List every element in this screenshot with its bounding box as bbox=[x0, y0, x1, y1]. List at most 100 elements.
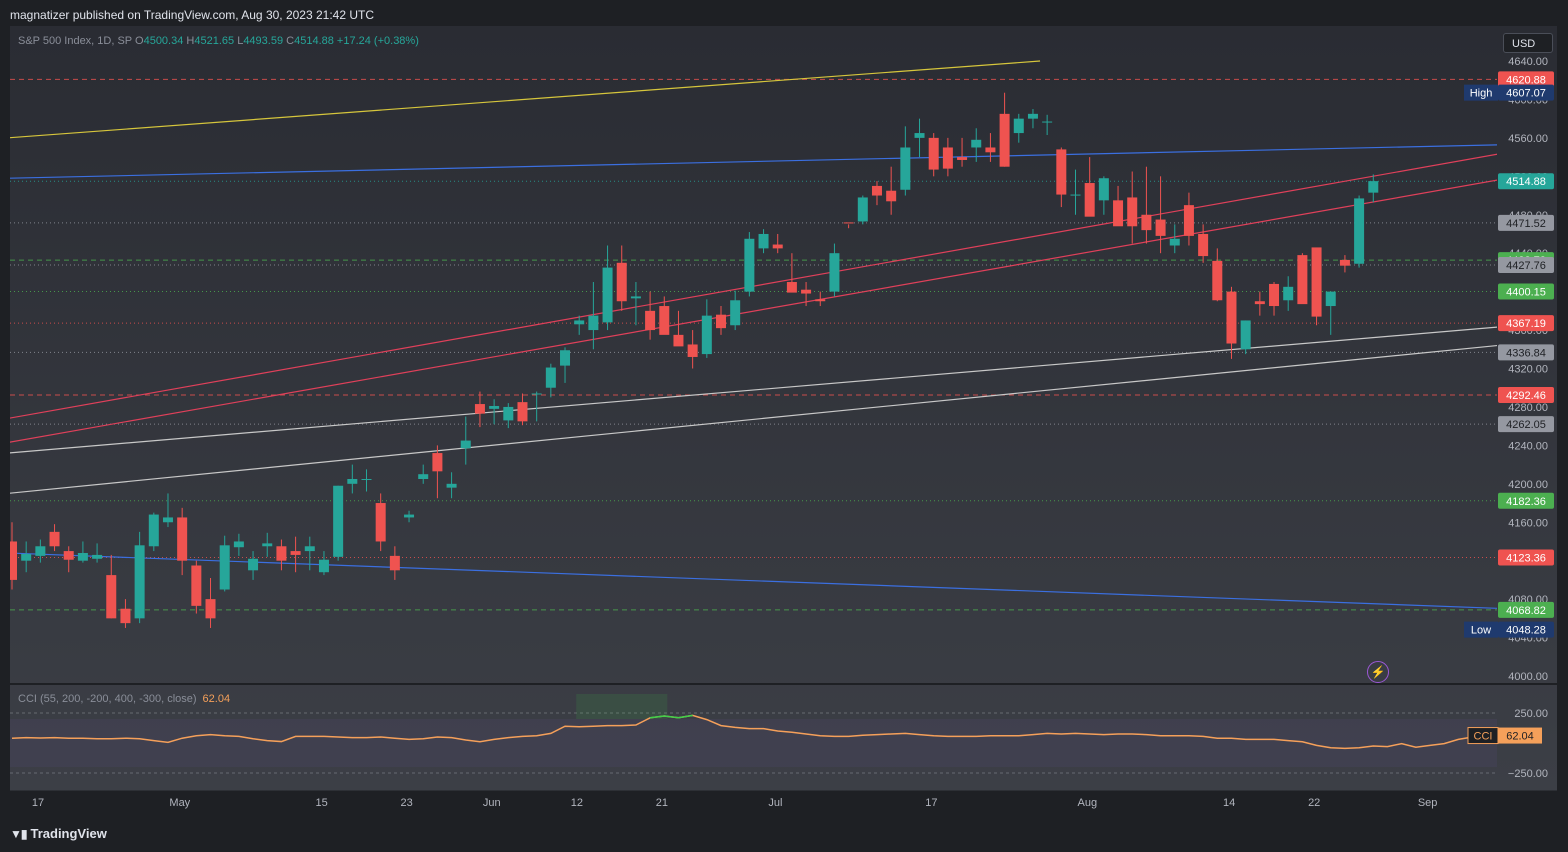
x-tick-label: May bbox=[169, 797, 190, 809]
candle bbox=[1297, 253, 1308, 305]
change-value: +17.24 (+0.38%) bbox=[336, 35, 419, 47]
candle-body bbox=[744, 238, 755, 292]
trend-line-yellow[interactable] bbox=[8, 60, 1041, 139]
candle-body bbox=[1339, 259, 1350, 266]
trend-line-blue-upper[interactable] bbox=[8, 144, 1508, 179]
trend-line-red-lower[interactable] bbox=[8, 178, 1508, 443]
trend-line-red-upper[interactable] bbox=[8, 152, 1508, 419]
open-key: O bbox=[135, 35, 144, 47]
x-tick-label: 17 bbox=[32, 797, 44, 809]
candle bbox=[1269, 282, 1280, 316]
price-chart[interactable]: 4000.004040.004080.004120.004160.004200.… bbox=[0, 0, 1568, 818]
candle bbox=[262, 532, 273, 557]
price-tag-label: 4471.52 bbox=[1506, 218, 1546, 230]
candle-body bbox=[432, 453, 443, 472]
cci-overbought-zone bbox=[576, 694, 668, 719]
price-tag-label: 4292.46 bbox=[1506, 390, 1546, 402]
candle-body bbox=[673, 334, 684, 347]
candle-body bbox=[1141, 214, 1152, 231]
candle-body bbox=[219, 545, 230, 590]
candle-body bbox=[474, 404, 485, 414]
candle-body bbox=[1042, 121, 1053, 123]
candle-body bbox=[318, 559, 329, 573]
candle-body bbox=[843, 222, 854, 224]
candle bbox=[730, 290, 741, 331]
candle bbox=[162, 493, 173, 528]
price-level-tag: 4182.36 bbox=[1498, 492, 1554, 509]
ohlc-legend: S&P 500 Index, 1D, SP O4500.34 H4521.65 … bbox=[18, 35, 419, 47]
flash-icon[interactable]: ⚡ bbox=[1367, 661, 1389, 683]
candle bbox=[333, 485, 344, 561]
y-tick-label: 4280.00 bbox=[1508, 402, 1548, 414]
x-tick-label: 21 bbox=[656, 797, 668, 809]
candle-body bbox=[375, 503, 386, 542]
cci-value-tag: CCI 62.04 bbox=[1467, 727, 1542, 745]
price-tag-bg bbox=[1498, 344, 1554, 361]
candle bbox=[219, 535, 230, 592]
candle-body bbox=[1325, 291, 1336, 307]
candle-body bbox=[999, 113, 1010, 167]
high-key: H bbox=[186, 35, 195, 47]
candle bbox=[545, 363, 556, 398]
candle bbox=[1027, 109, 1038, 129]
candle-body bbox=[347, 479, 358, 484]
candle-body bbox=[616, 262, 627, 302]
candle-body bbox=[985, 147, 996, 153]
bottom-bar bbox=[0, 818, 1568, 852]
candle bbox=[489, 399, 500, 425]
candle bbox=[1198, 224, 1209, 263]
candle-body bbox=[1198, 233, 1209, 257]
trend-line-white-lower[interactable] bbox=[8, 344, 1508, 494]
price-tag-label: 4400.15 bbox=[1506, 286, 1546, 298]
candle-body bbox=[517, 402, 528, 422]
candle-body bbox=[1127, 197, 1138, 227]
price-tag-bg bbox=[1498, 283, 1554, 300]
candle bbox=[716, 306, 726, 335]
open-value: 4500.34 bbox=[143, 35, 184, 47]
cci-legend-value: 62.04 bbox=[202, 693, 231, 705]
candle-body bbox=[148, 514, 159, 547]
candle-body bbox=[1226, 291, 1237, 344]
candle bbox=[1354, 195, 1365, 268]
candle-body bbox=[531, 393, 542, 395]
close-key: C bbox=[286, 35, 295, 47]
candle bbox=[1183, 192, 1194, 246]
candle-body bbox=[871, 185, 882, 196]
candle-body bbox=[276, 546, 287, 561]
y-tick-label: 4560.00 bbox=[1508, 133, 1548, 145]
candle bbox=[815, 291, 826, 307]
candle-body bbox=[942, 147, 953, 169]
trend-line-white-upper[interactable] bbox=[8, 326, 1508, 454]
candle bbox=[560, 347, 571, 383]
x-tick-label: Jul bbox=[768, 797, 782, 809]
candle-body bbox=[971, 139, 982, 148]
candle bbox=[630, 282, 641, 326]
candle-body bbox=[177, 517, 188, 561]
candle bbox=[673, 310, 684, 347]
cci-tag-key: CCI bbox=[1474, 731, 1493, 743]
candle-body bbox=[446, 483, 457, 488]
candle bbox=[1283, 276, 1294, 311]
currency-button[interactable]: USD bbox=[1503, 33, 1553, 53]
price-tag-bg bbox=[1498, 549, 1554, 566]
top-bar: magnatizer published on TradingView.com,… bbox=[0, 0, 1568, 28]
candle-body bbox=[205, 599, 216, 619]
candle-body bbox=[1155, 219, 1166, 236]
x-tick-label: Jun bbox=[483, 797, 501, 809]
candle-body bbox=[1311, 247, 1322, 317]
candle bbox=[602, 245, 613, 331]
candle bbox=[857, 195, 868, 225]
candle-body bbox=[21, 553, 32, 561]
candle-body bbox=[886, 190, 897, 202]
candle bbox=[432, 445, 443, 499]
candle-body bbox=[63, 551, 74, 560]
cci-tag-bg bbox=[1498, 727, 1542, 744]
candle-body bbox=[1169, 238, 1180, 246]
tradingview-logo[interactable]: ▼▮ TradingView bbox=[10, 826, 107, 841]
candle bbox=[1339, 255, 1350, 273]
candle bbox=[1141, 166, 1152, 244]
candle-body bbox=[460, 440, 471, 449]
candle-body bbox=[49, 531, 60, 547]
candle-body bbox=[914, 133, 925, 138]
candle-body bbox=[1368, 181, 1379, 193]
